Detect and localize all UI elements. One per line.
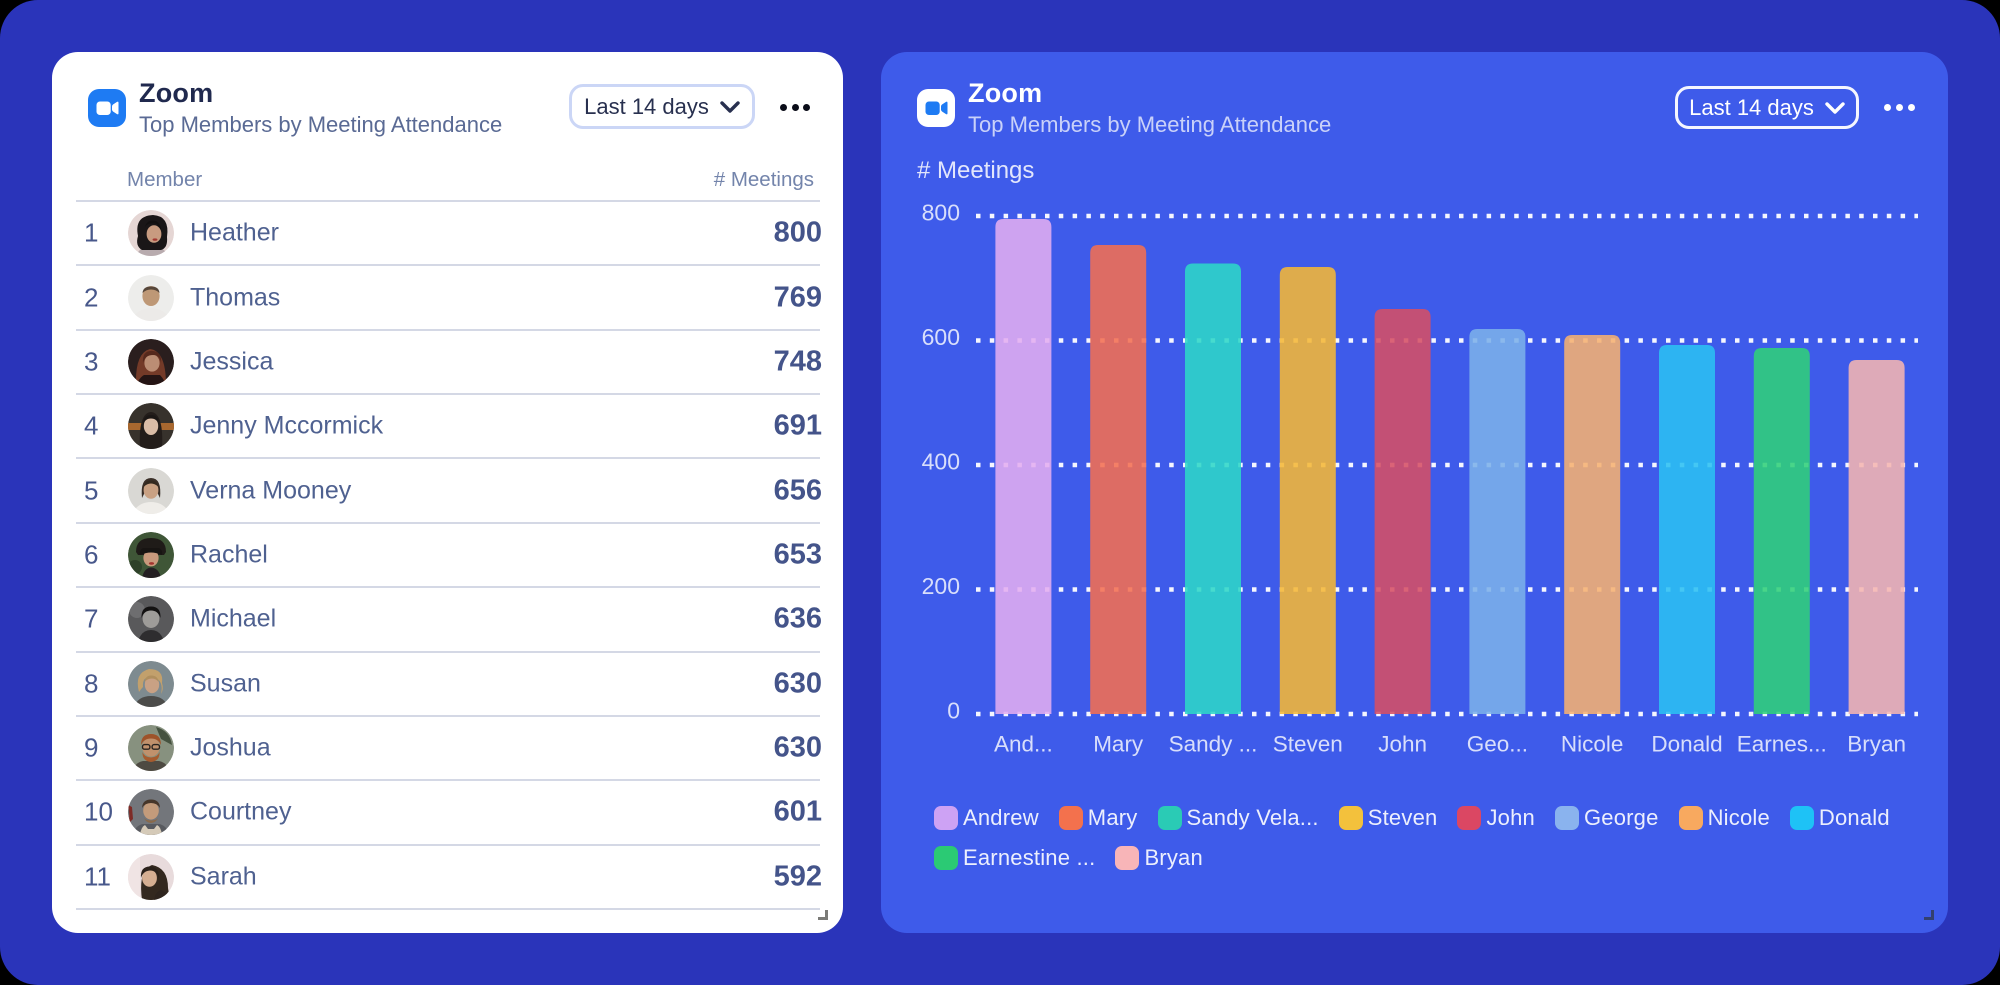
- svg-text:600: 600: [922, 324, 960, 350]
- svg-text:800: 800: [922, 200, 960, 226]
- svg-text:200: 200: [922, 573, 960, 599]
- svg-text:Geo...: Geo...: [1467, 732, 1528, 757]
- svg-text:Nicole: Nicole: [1561, 732, 1624, 757]
- svg-text:Mary: Mary: [1093, 732, 1144, 757]
- svg-text:Earnes...: Earnes...: [1737, 732, 1827, 757]
- svg-text:Bryan: Bryan: [1847, 732, 1906, 757]
- svg-text:John: John: [1378, 732, 1427, 757]
- svg-text:Donald: Donald: [1651, 732, 1722, 757]
- svg-text:Sandy ...: Sandy ...: [1169, 732, 1258, 757]
- svg-text:Steven: Steven: [1273, 732, 1343, 757]
- svg-text:And...: And...: [994, 732, 1053, 757]
- svg-text:0: 0: [947, 698, 960, 724]
- svg-text:400: 400: [922, 449, 960, 475]
